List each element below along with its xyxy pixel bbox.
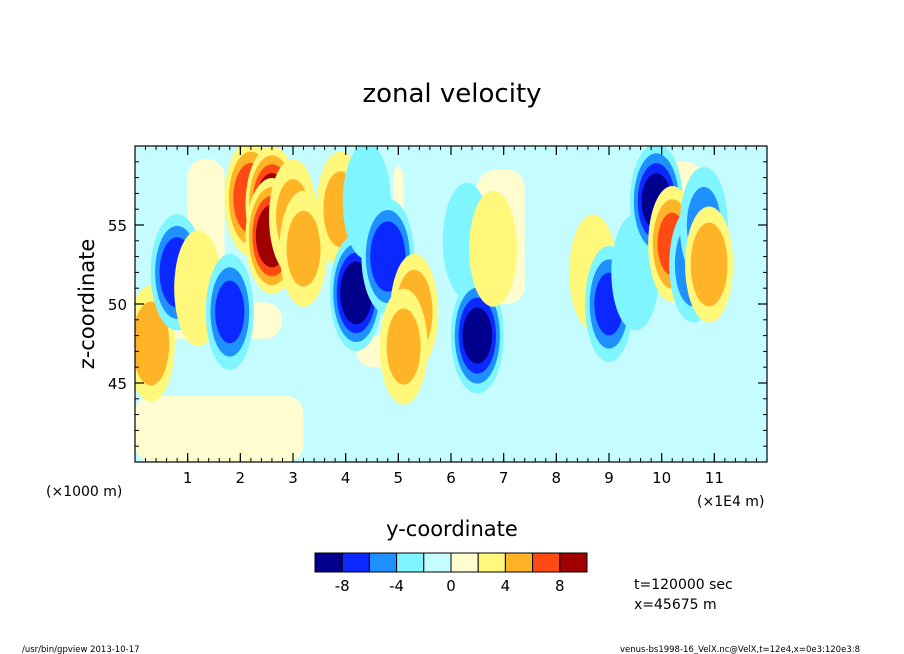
- colorbar-swatch: [532, 552, 561, 573]
- x-tick-label: 11: [705, 469, 724, 487]
- position-label: x=45675 m: [634, 597, 717, 613]
- colorbar-swatch: [341, 552, 370, 573]
- velocity-cell: [690, 222, 728, 307]
- colorbar-swatch: [314, 552, 343, 573]
- colorbar-swatch: [477, 552, 506, 573]
- x-tick-label: 9: [604, 469, 614, 487]
- y-tick-label: 50: [108, 296, 127, 314]
- footer-left: /usr/bin/gpview 2013-10-17: [22, 645, 140, 654]
- x-unit-left: (×1000 m): [46, 484, 122, 500]
- velocity-cell: [286, 210, 321, 287]
- colorbar: -8 -4 0 4 8: [314, 552, 588, 595]
- x-tick-label: 5: [394, 469, 404, 487]
- y-axis-label: z-coordinate: [75, 239, 99, 370]
- x-tick-label: 4: [341, 469, 351, 487]
- x-tick-label: 8: [552, 469, 562, 487]
- velocity-cell: [386, 308, 421, 385]
- x-unit-right: (×1E4 m): [697, 494, 764, 510]
- y-tick-label: 55: [108, 217, 127, 235]
- x-tick-label: 2: [236, 469, 246, 487]
- colorbar-swatch: [368, 552, 398, 573]
- heatmap-field: [135, 146, 767, 462]
- velocity-cell: [135, 301, 170, 386]
- colorbar-swatch: [559, 552, 588, 573]
- chart-title: zonal velocity: [362, 79, 541, 109]
- colorbar-swatch: [450, 552, 479, 573]
- colorbar-tick-label: 4: [501, 577, 511, 595]
- colorbar-swatch: [423, 552, 452, 573]
- weak-positive-region: [135, 395, 304, 462]
- x-tick-label: 7: [499, 469, 509, 487]
- velocity-cell: [215, 280, 245, 344]
- x-tick-label: 6: [446, 469, 456, 487]
- colorbar-tick-label: -8: [335, 577, 350, 595]
- x-axis-label: y-coordinate: [386, 517, 518, 541]
- velocity-cell: [462, 307, 493, 364]
- x-tick-label: 10: [652, 469, 671, 487]
- colorbar-tick-label: -4: [389, 577, 404, 595]
- colorbar-tick-label: 0: [446, 577, 456, 595]
- colorbar-tick-label: 8: [555, 577, 565, 595]
- velocity-cell: [469, 190, 518, 307]
- x-tick-label: 1: [183, 469, 193, 487]
- colorbar-swatch: [504, 552, 534, 573]
- footer-right: venus-bs1998-16_VelX.nc@VelX,t=12e4,x=0e…: [620, 645, 860, 654]
- x-tick-label: 3: [288, 469, 298, 487]
- colorbar-swatch: [396, 552, 425, 573]
- time-label: t=120000 sec: [634, 577, 733, 593]
- y-tick-label: 45: [108, 375, 127, 393]
